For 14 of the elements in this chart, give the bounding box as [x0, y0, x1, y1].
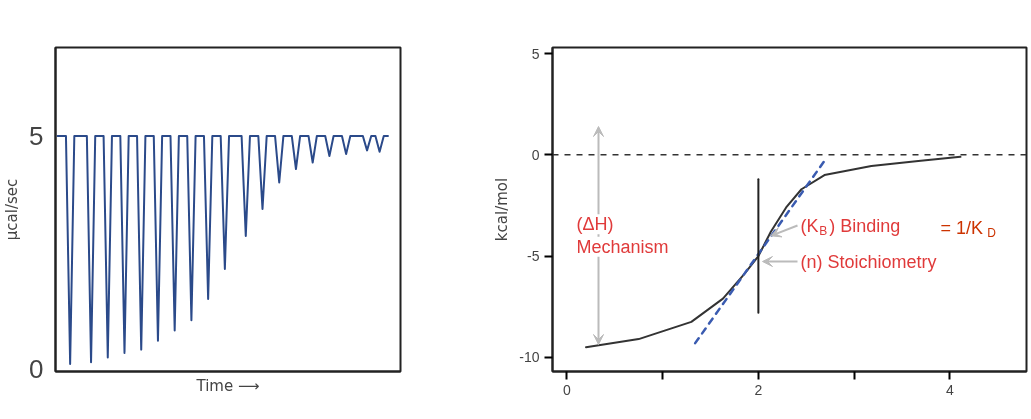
x-tick-label: 0 [562, 381, 571, 398]
annotation: (ΔH) Mechanism [576, 214, 669, 257]
y-tick-label: -5 [527, 248, 540, 265]
annotation: (n) Stoichiometry [800, 251, 937, 272]
y-axis-title: μcal/sec [3, 178, 22, 241]
y-tick-label: 5 [531, 45, 540, 62]
y-tick-label: 0 [531, 146, 540, 163]
x-axis-title: Time ⟶ [195, 376, 260, 395]
y-tick-label: 5 [29, 120, 44, 151]
x-tick-label: 2 [754, 381, 763, 398]
y-axis-title: kcal/mol [493, 177, 512, 242]
line-series [56, 134, 389, 366]
x-tick-label: 4 [946, 381, 954, 398]
y-tick-label: -10 [519, 349, 540, 366]
